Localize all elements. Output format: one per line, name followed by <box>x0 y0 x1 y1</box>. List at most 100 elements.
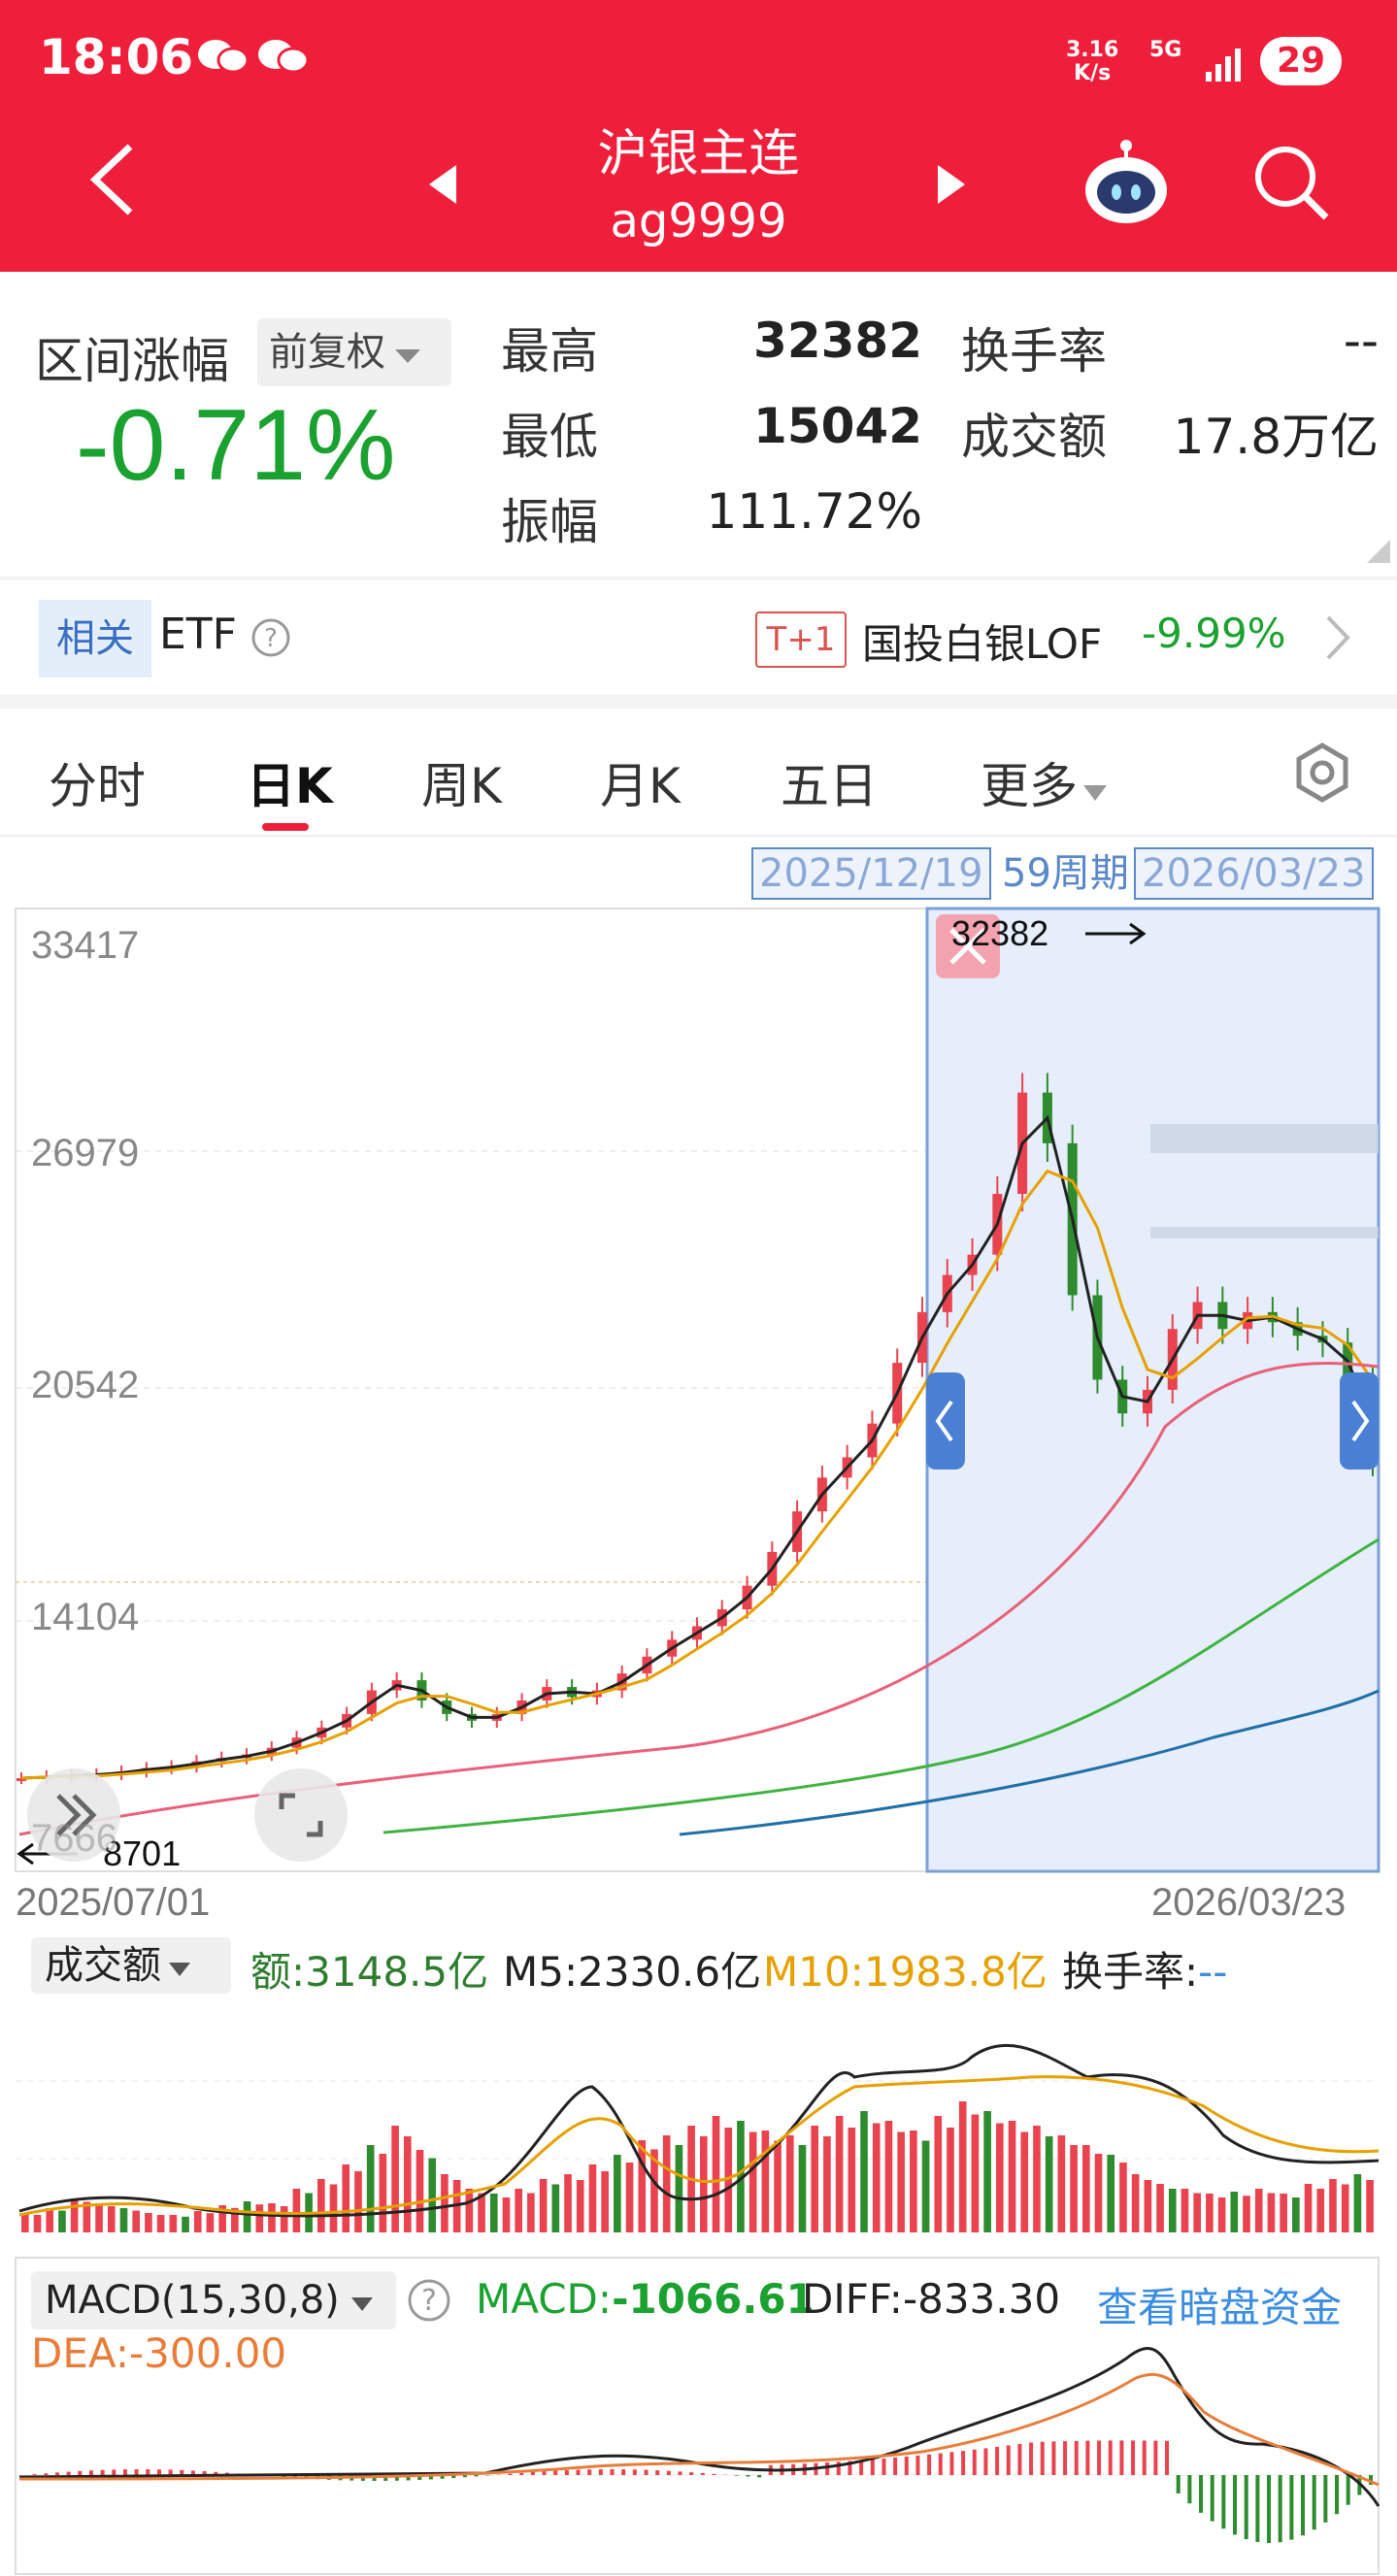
help-icon[interactable]: ? <box>250 617 291 658</box>
diff-value: DIFF:-833.30 <box>802 2275 1061 2323</box>
volume-bar <box>391 2126 399 2232</box>
volume-bar <box>675 2145 683 2232</box>
volume-bar <box>774 2140 782 2232</box>
volume-bar <box>156 2215 165 2232</box>
volume-bar <box>712 2116 720 2232</box>
macd-bar <box>1074 2440 1079 2475</box>
volume-bar <box>811 2126 819 2232</box>
macd-bar <box>576 2469 581 2475</box>
volume-bar <box>119 2208 128 2232</box>
macd-bar <box>870 2459 875 2475</box>
ma10-line <box>20 1169 1375 1780</box>
macd-bar <box>1335 2475 1340 2515</box>
volume-m10-line <box>18 2075 1380 2217</box>
range-start-date[interactable]: 2025/12/19 <box>751 847 991 900</box>
chevron-down-icon <box>395 349 420 363</box>
macd-bar <box>100 2469 105 2475</box>
macd-bar <box>938 2453 943 2475</box>
volume-bar <box>1254 2189 1263 2232</box>
volume-bar <box>748 2131 757 2232</box>
volume-bar <box>379 2154 387 2232</box>
range-change-value: -0.71% <box>76 389 396 502</box>
tab-intraday[interactable]: 分时 <box>49 758 146 814</box>
diff-line <box>18 2347 1380 2507</box>
related-etf-row[interactable]: 相关 ETF ? T+1 国投白银LOF -9.99% <box>0 582 1397 699</box>
volume-bar <box>1131 2174 1140 2232</box>
wechat-icon <box>198 40 249 74</box>
volume-bar <box>650 2149 658 2232</box>
volume-bar <box>441 2174 449 2232</box>
macd-bar <box>394 2475 399 2481</box>
macd-bar <box>474 2475 479 2477</box>
etf-label: ETF <box>159 610 237 659</box>
volume-bar <box>662 2135 671 2232</box>
macd-bar <box>553 2470 558 2475</box>
search-icon[interactable] <box>1252 144 1330 221</box>
network-type: 5G <box>1149 38 1182 62</box>
volume-bar <box>465 2189 474 2232</box>
volume-bar <box>1144 2180 1152 2232</box>
volume-chart[interactable] <box>0 1999 1397 2242</box>
help-icon[interactable]: ? <box>406 2277 452 2324</box>
volume-bar <box>206 2213 215 2232</box>
macd-bar <box>417 2475 422 2481</box>
volume-bar <box>1168 2189 1177 2232</box>
volume-bar <box>95 2203 103 2232</box>
dark-pool-link[interactable]: 查看暗盘资金 <box>1097 2284 1343 2331</box>
macd-chart[interactable] <box>0 2252 1397 2576</box>
fullscreen-button[interactable] <box>254 1768 348 1862</box>
volume-selector[interactable]: 成交额 <box>31 1937 231 1994</box>
svg-text:?: ? <box>421 2284 437 2318</box>
volume-bar <box>416 2150 424 2232</box>
macd-bar <box>632 2469 637 2475</box>
prev-contract-icon[interactable] <box>427 163 460 206</box>
indicator-selector[interactable]: MACD(15,30,8) <box>31 2271 396 2329</box>
macd-bar <box>610 2469 615 2475</box>
macd-bar <box>190 2470 195 2475</box>
volume-bar <box>848 2128 856 2232</box>
macd-bar <box>406 2475 411 2481</box>
volume-bar <box>576 2180 584 2232</box>
tab-daily[interactable]: 日K <box>247 758 333 814</box>
macd-bar <box>1063 2441 1068 2475</box>
volume-bar <box>342 2164 350 2232</box>
price-band <box>1150 1227 1379 1238</box>
volume-bar <box>1292 2197 1300 2232</box>
volume-bar <box>428 2158 437 2232</box>
tab-more[interactable]: 更多 <box>981 747 1109 817</box>
candlestick-chart[interactable]: 32382 8701 <box>0 903 1397 1883</box>
back-icon[interactable] <box>87 141 138 218</box>
tab-five-day[interactable]: 五日 <box>781 758 878 814</box>
volume-m5-line <box>18 2043 1380 2218</box>
wechat-icon <box>258 40 310 74</box>
volume-bar <box>132 2210 141 2232</box>
related-tag: 相关 <box>39 600 151 677</box>
macd-bar <box>1369 2475 1373 2485</box>
macd-bar <box>1029 2442 1034 2475</box>
volume-bar <box>588 2164 597 2232</box>
volume-bar <box>835 2116 844 2232</box>
volume-bar <box>1341 2184 1349 2232</box>
volume-bar <box>515 2189 522 2232</box>
range-right-handle[interactable] <box>1340 1372 1379 1470</box>
amp-label: 振幅 <box>501 494 598 550</box>
volume-bar <box>1107 2155 1115 2232</box>
macd-bar <box>451 2475 456 2479</box>
robot-assistant-icon[interactable] <box>1078 136 1175 233</box>
macd-bar <box>54 2472 59 2475</box>
macd-bar <box>1323 2475 1328 2523</box>
macd-bar <box>1153 2440 1158 2475</box>
tab-weekly[interactable]: 周K <box>421 758 502 814</box>
macd-bar <box>1267 2475 1272 2543</box>
volume-bar <box>601 2171 609 2232</box>
range-left-handle[interactable] <box>926 1372 965 1470</box>
volume-bar <box>625 2163 634 2232</box>
tab-monthly[interactable]: 月K <box>600 758 681 814</box>
volume-bar <box>169 2215 178 2232</box>
adjust-selector[interactable]: 前复权 <box>257 318 451 386</box>
range-end-date[interactable]: 2026/03/23 <box>1134 847 1374 900</box>
volume-bar <box>1156 2184 1164 2232</box>
next-contract-icon[interactable] <box>934 163 967 206</box>
expand-button[interactable] <box>27 1768 120 1862</box>
settings-icon[interactable] <box>1291 742 1353 804</box>
